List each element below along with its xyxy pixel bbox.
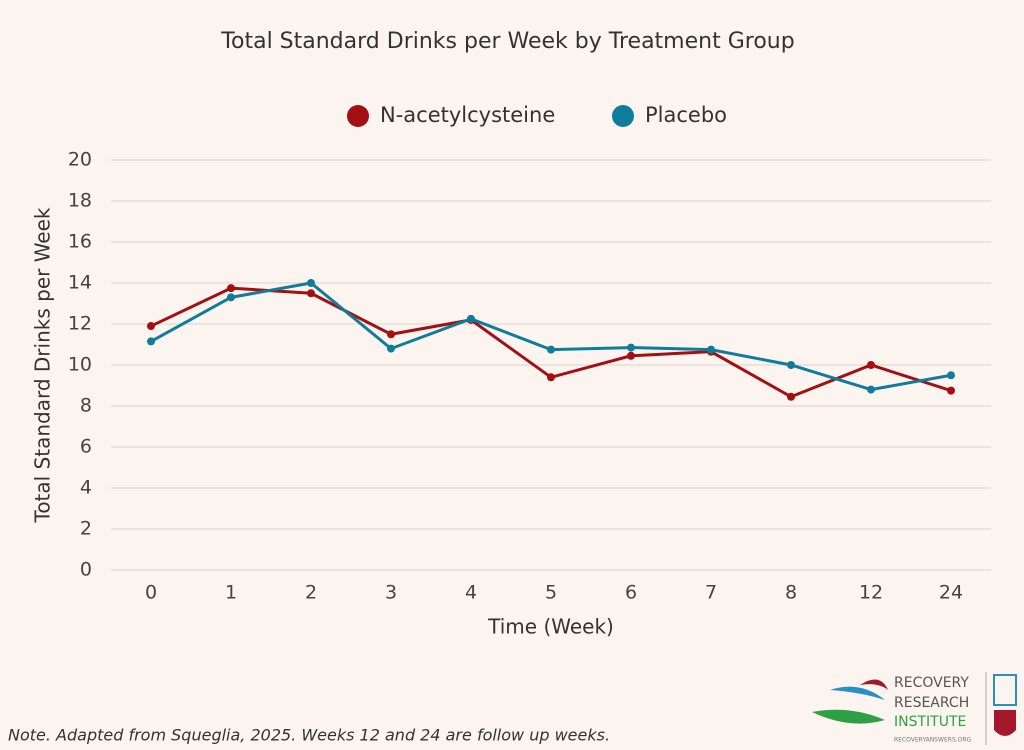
logo-shield (994, 710, 1016, 736)
logo-text: INSTITUTE (894, 714, 966, 730)
x-tick-label: 6 (625, 582, 637, 604)
data-point (307, 289, 315, 298)
y-tick-label: 20 (68, 149, 92, 171)
data-point (947, 386, 955, 395)
chart-title: Total Standard Drinks per Week by Treatm… (220, 29, 794, 54)
data-point (627, 351, 635, 360)
data-point (307, 279, 315, 287)
logo-leaf (830, 686, 885, 700)
legend-label: N-acetylcysteine (380, 103, 555, 127)
y-tick-label: 10 (68, 354, 92, 376)
data-point (147, 337, 155, 346)
data-point (387, 344, 395, 353)
legend-label: Placebo (645, 103, 727, 127)
logo-leaf (812, 709, 885, 724)
y-tick-label: 0 (80, 559, 92, 581)
x-tick-label: 7 (705, 582, 717, 604)
x-tick-label: 3 (385, 582, 397, 604)
logo-leaf (860, 679, 888, 690)
x-tick-label: 0 (145, 582, 157, 604)
x-tick-label: 5 (545, 582, 557, 604)
y-tick-label: 4 (80, 477, 92, 499)
data-point (387, 330, 395, 339)
y-tick-label: 14 (68, 272, 92, 294)
logo-url: RECOVERYANSWERS.ORG (894, 737, 972, 744)
x-tick-label: 2 (305, 582, 317, 604)
x-tick-label: 4 (465, 582, 477, 604)
logo-icon (993, 674, 1017, 706)
data-point (867, 385, 875, 394)
data-point (547, 345, 555, 354)
x-axis-label: Time (Week) (487, 615, 614, 639)
data-point (787, 392, 795, 401)
data-point (467, 314, 475, 323)
y-axis-label: Total Standard Drinks per Week (31, 207, 55, 523)
x-tick-label: 8 (785, 582, 797, 604)
data-point (947, 371, 955, 380)
y-tick-label: 2 (80, 518, 92, 540)
legend-marker (612, 105, 634, 127)
y-tick-label: 16 (68, 231, 92, 253)
note: Note. Adapted from Squeglia, 2025. Weeks… (8, 726, 610, 745)
y-tick-label: 12 (68, 313, 92, 335)
x-tick-label: 24 (939, 582, 963, 604)
y-tick-label: 18 (68, 190, 92, 212)
data-point (867, 361, 875, 369)
legend-marker (347, 105, 369, 127)
data-point (707, 345, 715, 354)
data-point (227, 284, 235, 293)
data-point (227, 293, 235, 302)
y-tick-label: 8 (80, 395, 92, 417)
logo-text: RESEARCH (894, 695, 969, 711)
data-point (627, 343, 635, 352)
x-tick-label: 1 (225, 582, 237, 604)
x-tick-label: 12 (859, 582, 883, 604)
data-point (147, 322, 155, 331)
logo-text: RECOVERY (894, 675, 969, 691)
logo: RECOVERY RESEARCH INSTITUTE RECOVERYANSW… (812, 672, 1017, 745)
data-point (547, 373, 555, 382)
y-tick-label: 6 (80, 436, 92, 458)
data-point (787, 361, 795, 369)
